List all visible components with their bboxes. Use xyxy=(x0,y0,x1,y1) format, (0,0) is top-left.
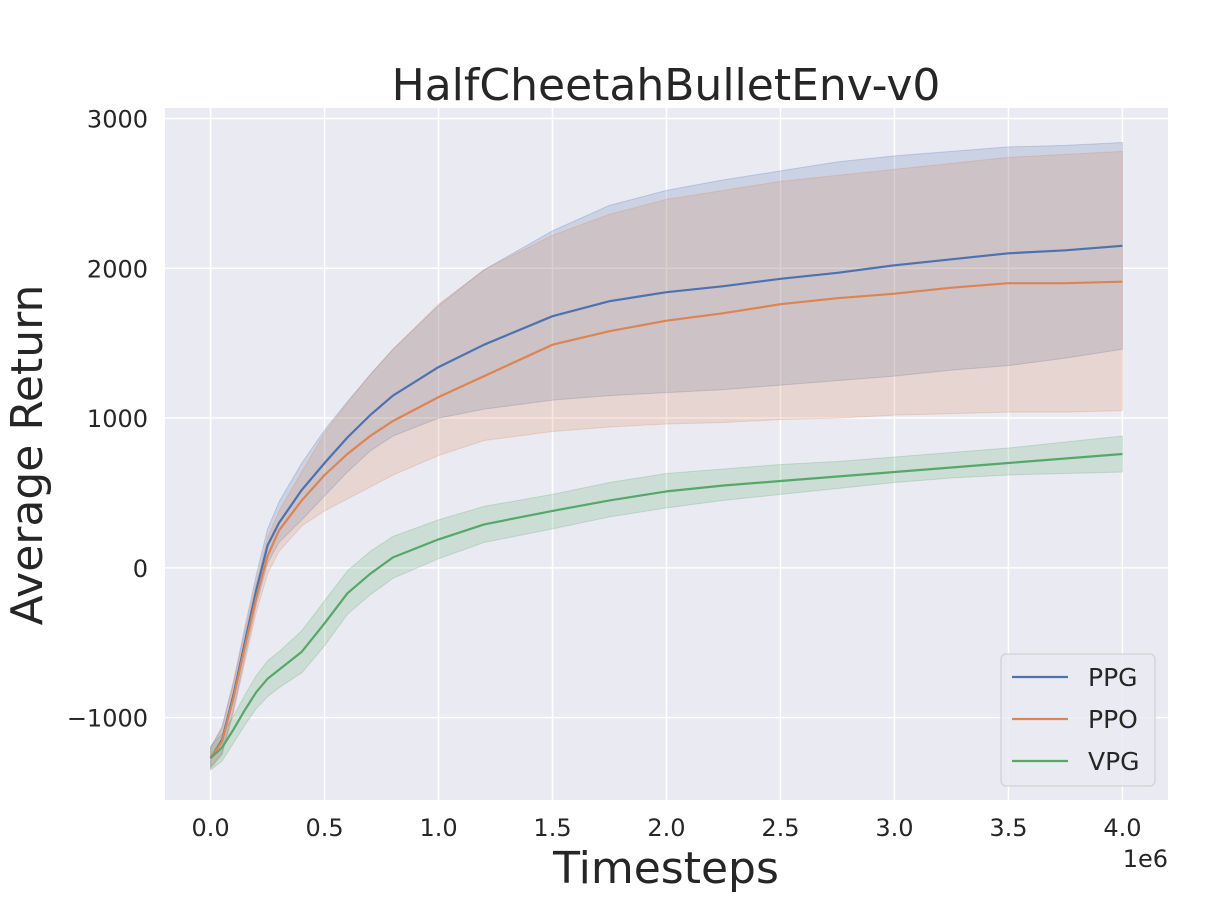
y-tick-label: −1000 xyxy=(67,705,148,733)
legend: PPG PPO VPG xyxy=(1000,653,1156,787)
y-axis-label: Average Return xyxy=(2,285,53,626)
band-ppo xyxy=(210,150,1123,770)
y-tick-label: 3000 xyxy=(87,105,148,133)
x-tick-label: 1.0 xyxy=(419,814,457,842)
x-axis-label: Timesteps xyxy=(552,843,779,894)
confidence-bands xyxy=(210,141,1123,772)
line-vpg xyxy=(209,452,1123,759)
line-ppg xyxy=(209,244,1123,759)
y-tick-label: 2000 xyxy=(87,255,148,283)
band-ppg xyxy=(210,141,1123,769)
x-tick-label: 1.5 xyxy=(533,814,571,842)
band-vpg xyxy=(210,435,1123,772)
x-tick-label: 2.5 xyxy=(761,814,799,842)
x-tick-label: 3.0 xyxy=(875,814,913,842)
x-tick-label: 0.0 xyxy=(192,814,230,842)
legend-label-ppo: PPO xyxy=(1088,705,1138,734)
legend-label-ppg: PPG xyxy=(1088,663,1138,692)
y-tick-labels: −1000 0 1000 2000 3000 xyxy=(67,105,148,732)
y-tick-label: 1000 xyxy=(87,405,148,433)
line-ppo xyxy=(209,280,1123,759)
x-tick-labels: 0.0 0.5 1.0 1.5 2.0 2.5 3.0 3.5 4.0 xyxy=(192,814,1142,842)
legend-box xyxy=(1000,653,1156,787)
x-tick-label: 4.0 xyxy=(1103,814,1141,842)
x-tick-label: 0.5 xyxy=(305,814,343,842)
x-offset-label: 1e6 xyxy=(1123,845,1168,873)
x-tick-label: 3.5 xyxy=(989,814,1027,842)
series-lines xyxy=(209,244,1123,759)
x-tick-label: 2.0 xyxy=(647,814,685,842)
y-tick-label: 0 xyxy=(133,555,148,583)
chart-title: HalfCheetahBulletEnv-v0 xyxy=(392,60,941,111)
legend-label-vpg: VPG xyxy=(1088,747,1140,776)
